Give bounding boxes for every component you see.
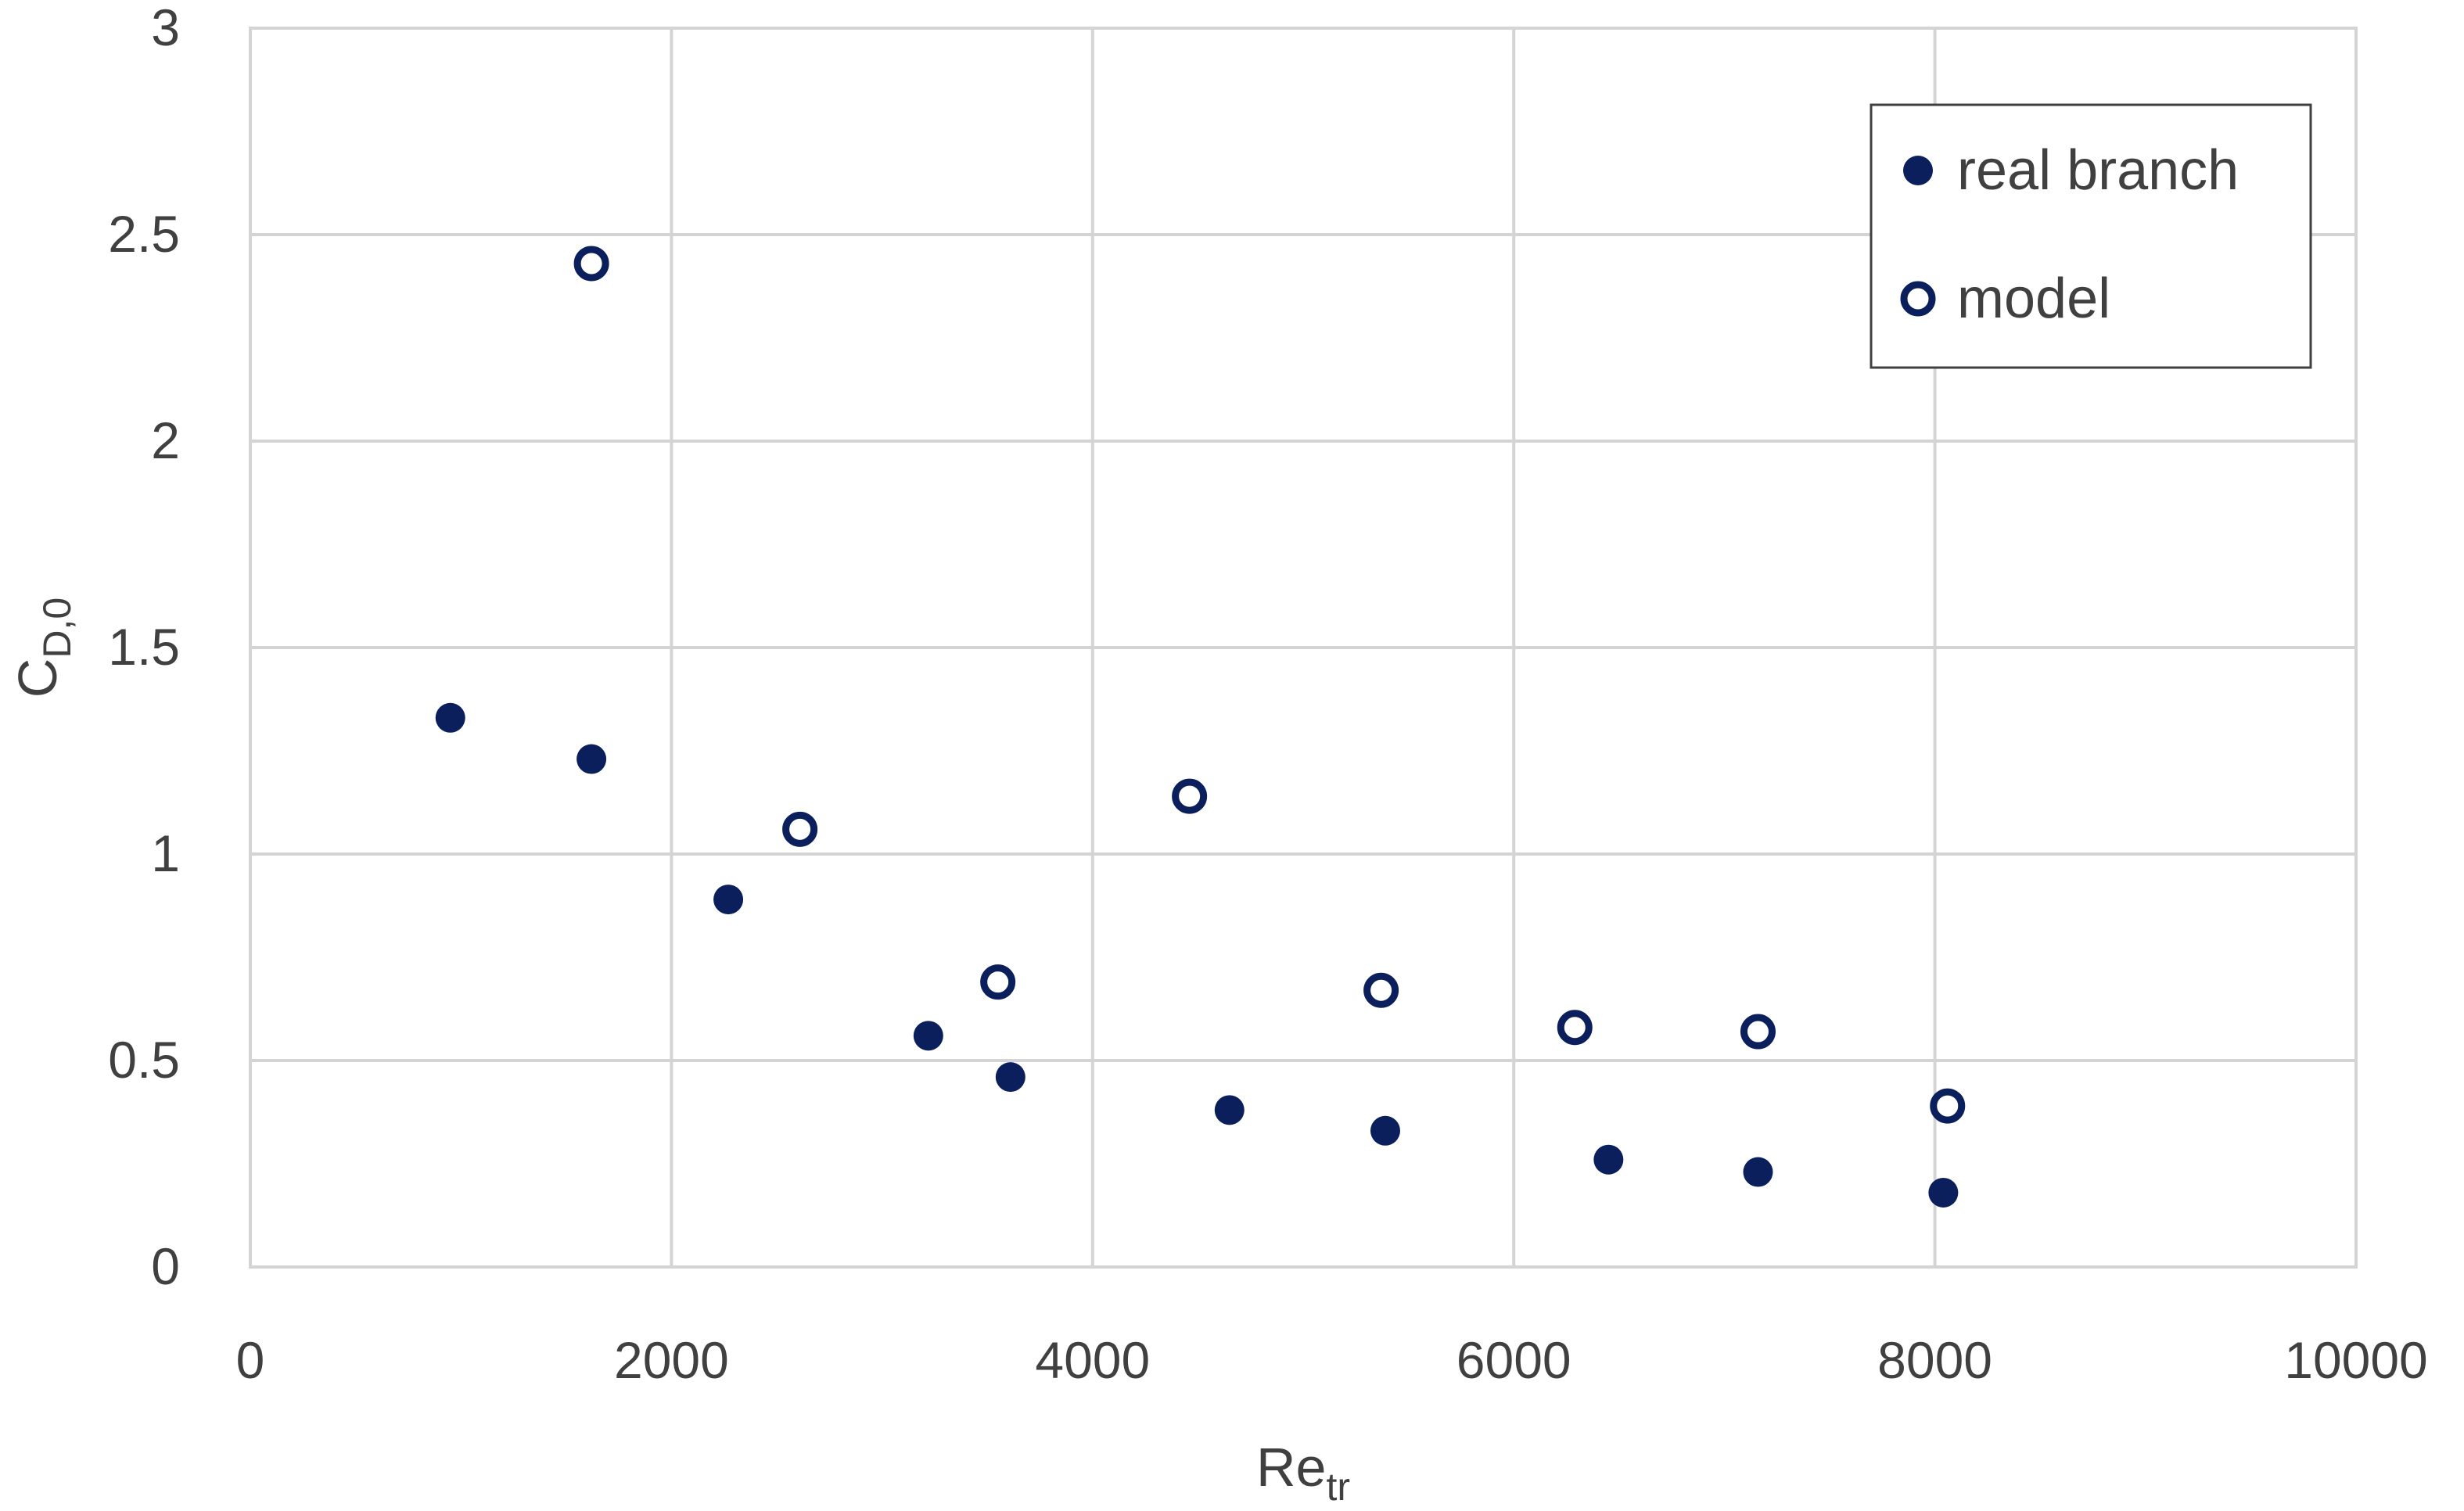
real-branch-point xyxy=(1928,1177,1959,1208)
y-tick-labels: 0 0.5 1 1.5 2 2.5 3 xyxy=(108,0,180,1295)
x-tick-label: 8000 xyxy=(1877,1331,1992,1389)
legend: real branch model xyxy=(1870,103,2312,369)
model-point xyxy=(1930,1088,1966,1124)
legend-marker-real-branch xyxy=(1903,156,1933,185)
x-tick-label: 0 xyxy=(236,1331,265,1389)
model-point xyxy=(1740,1014,1776,1050)
y-axis-label-base: C xyxy=(7,659,68,698)
model-point xyxy=(1172,778,1208,814)
real-branch-point xyxy=(1214,1095,1245,1125)
model-point xyxy=(782,811,818,847)
real-branch-point xyxy=(913,1021,943,1051)
y-tick-label: 0 xyxy=(151,1237,180,1295)
real-branch-point xyxy=(1370,1115,1400,1146)
real-branch-point xyxy=(713,885,744,915)
data-points xyxy=(435,246,1966,1208)
model-point xyxy=(573,246,609,282)
x-tick-label: 10000 xyxy=(2284,1331,2428,1389)
legend-box xyxy=(1870,103,2312,369)
x-axis-label: Retr xyxy=(1256,1437,1350,1509)
y-tick-label: 0.5 xyxy=(108,1031,180,1089)
real-branch-point xyxy=(995,1062,1025,1093)
x-tick-label: 2000 xyxy=(614,1331,729,1389)
legend-label-model: model xyxy=(1957,267,2110,330)
model-point xyxy=(1363,972,1399,1008)
legend-marker-model xyxy=(1900,281,1936,317)
real-branch-point xyxy=(1593,1144,1624,1175)
real-branch-point xyxy=(1743,1157,1773,1187)
y-axis-label: CD,0 xyxy=(7,598,79,698)
y-tick-label: 1 xyxy=(151,824,180,882)
y-tick-label: 2 xyxy=(151,411,180,469)
model-point xyxy=(1557,1010,1593,1046)
model-point xyxy=(980,964,1016,1000)
plot-area-border xyxy=(249,27,2358,1269)
real-branch-point xyxy=(435,702,465,733)
y-tick-label: 2.5 xyxy=(108,205,180,263)
x-tick-label: 4000 xyxy=(1035,1331,1150,1389)
y-axis-label-subscript: D,0 xyxy=(35,598,79,659)
real-branch-point xyxy=(576,744,607,774)
y-tick-label: 1.5 xyxy=(108,618,180,676)
x-tick-labels: 0 2000 4000 6000 8000 10000 xyxy=(236,1331,2428,1389)
x-tick-label: 6000 xyxy=(1456,1331,1571,1389)
legend-label-real-branch: real branch xyxy=(1957,139,2239,202)
x-axis-label-base: Re xyxy=(1256,1437,1326,1498)
x-axis-label-subscript: tr xyxy=(1326,1465,1350,1509)
y-tick-label: 3 xyxy=(151,0,180,56)
